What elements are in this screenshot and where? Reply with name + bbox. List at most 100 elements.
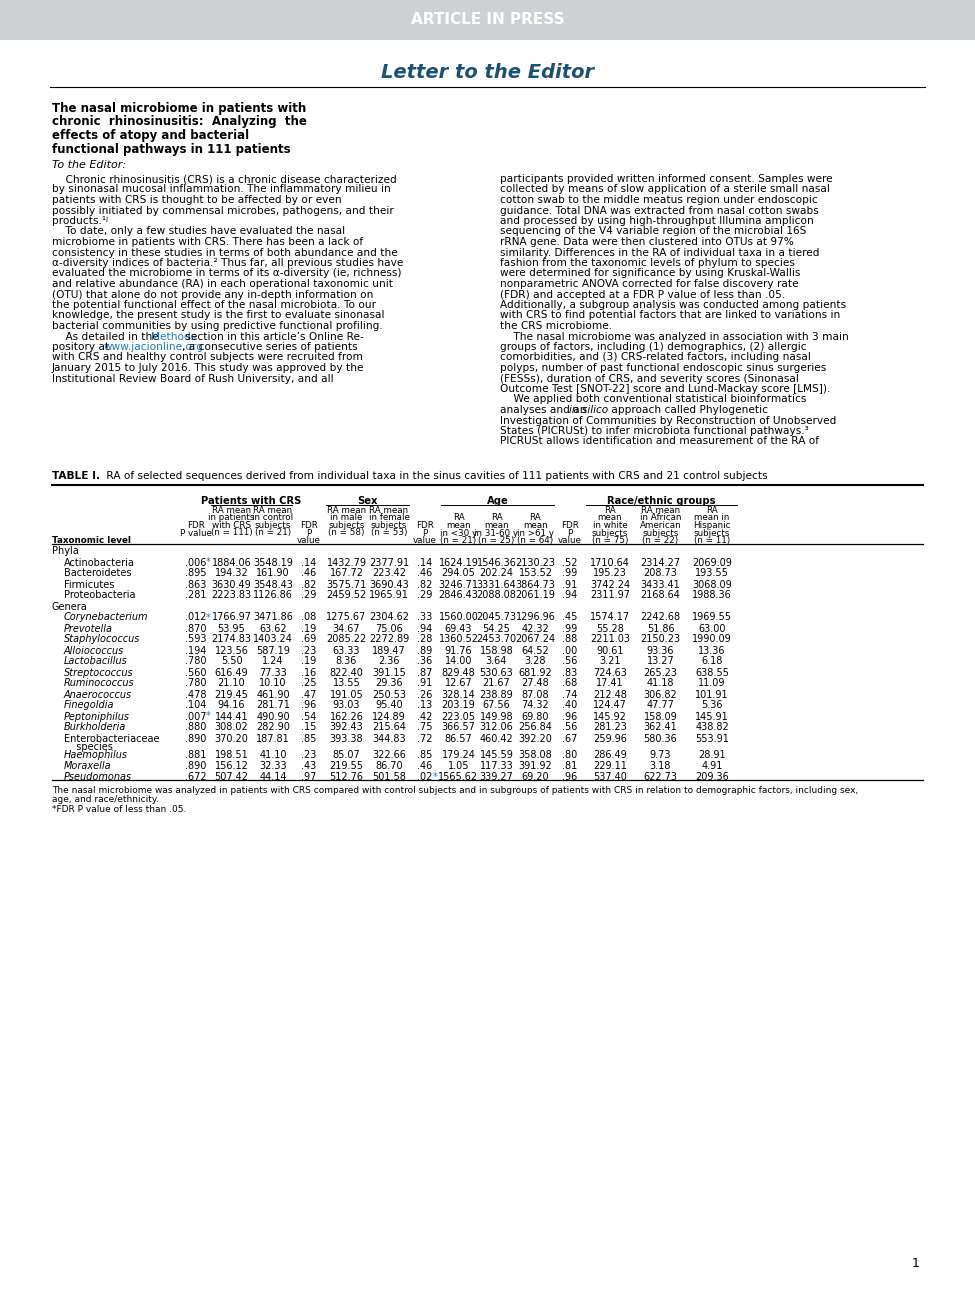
- Text: pository at: pository at: [52, 342, 113, 352]
- Text: approach called Phylogenetic: approach called Phylogenetic: [608, 405, 768, 415]
- Text: Moraxella: Moraxella: [64, 761, 111, 771]
- Text: *: *: [206, 557, 210, 568]
- Text: in African: in African: [640, 513, 682, 522]
- Text: 344.83: 344.83: [372, 733, 406, 744]
- Text: .96: .96: [301, 701, 317, 710]
- Text: .75: .75: [417, 723, 433, 732]
- Text: and relative abundance (RA) in each operational taxonomic unit: and relative abundance (RA) in each oper…: [52, 279, 393, 288]
- Text: 74.32: 74.32: [522, 701, 549, 710]
- Text: FDR: FDR: [300, 521, 318, 530]
- Text: 145.59: 145.59: [480, 750, 514, 760]
- Text: Corynebacterium: Corynebacterium: [64, 612, 148, 622]
- Text: .83: .83: [563, 667, 577, 677]
- Text: 44.14: 44.14: [259, 773, 287, 782]
- Text: 94.16: 94.16: [217, 701, 246, 710]
- Text: Sex: Sex: [357, 496, 377, 506]
- Text: 64.52: 64.52: [522, 646, 549, 655]
- Text: value: value: [297, 536, 321, 545]
- Text: To the Editor:: To the Editor:: [52, 161, 126, 170]
- Text: 3.18: 3.18: [649, 761, 671, 771]
- Text: with CRS and healthy control subjects were recruited from: with CRS and healthy control subjects we…: [52, 352, 363, 363]
- Text: subjects: subjects: [370, 521, 408, 530]
- Text: (n = 21): (n = 21): [441, 536, 477, 545]
- Text: 193.55: 193.55: [695, 569, 729, 578]
- Text: 370.20: 370.20: [214, 733, 249, 744]
- Text: .29: .29: [301, 590, 317, 600]
- Text: 13.55: 13.55: [332, 679, 361, 689]
- Text: .36: .36: [417, 656, 433, 667]
- Text: 2311.97: 2311.97: [590, 590, 630, 600]
- Text: 250.53: 250.53: [372, 689, 406, 699]
- Text: .52: .52: [563, 557, 578, 568]
- Text: 27.48: 27.48: [522, 679, 549, 689]
- Text: 63.62: 63.62: [259, 624, 287, 633]
- Text: 362.41: 362.41: [644, 723, 678, 732]
- Text: P: P: [422, 529, 428, 538]
- Text: 1: 1: [913, 1257, 920, 1270]
- Text: 13.36: 13.36: [698, 646, 725, 655]
- Text: 507.42: 507.42: [214, 773, 249, 782]
- Text: The nasal microbiome was analyzed in patients with CRS compared with control sub: The nasal microbiome was analyzed in pat…: [52, 786, 858, 795]
- Text: 460.42: 460.42: [480, 733, 514, 744]
- Text: P value: P value: [180, 529, 212, 538]
- Text: 393.38: 393.38: [330, 733, 364, 744]
- Text: Bacteroidetes: Bacteroidetes: [64, 569, 132, 578]
- Text: 2846.43: 2846.43: [439, 590, 479, 600]
- Text: 86.70: 86.70: [375, 761, 403, 771]
- Text: .56: .56: [563, 656, 577, 667]
- Text: groups of factors, including (1) demographics, (2) allergic: groups of factors, including (1) demogra…: [500, 342, 806, 352]
- Text: .895: .895: [185, 569, 207, 578]
- Text: .72: .72: [417, 733, 433, 744]
- Text: 144.41: 144.41: [214, 711, 249, 722]
- Text: 537.40: 537.40: [593, 773, 627, 782]
- Text: Race/ethnic groups: Race/ethnic groups: [607, 496, 716, 506]
- Text: The nasal microbiome was analyzed in association with 3 main: The nasal microbiome was analyzed in ass…: [500, 331, 849, 342]
- Text: *: *: [206, 612, 210, 622]
- Text: (n = 64): (n = 64): [518, 536, 554, 545]
- Text: and processed by using high-throughput Illumina amplicon: and processed by using high-throughput I…: [500, 217, 814, 226]
- Text: 212.48: 212.48: [593, 689, 627, 699]
- Text: 1624.19: 1624.19: [439, 557, 479, 568]
- Text: Firmicutes: Firmicutes: [64, 579, 114, 590]
- Text: Peptoniphilus: Peptoniphilus: [64, 711, 130, 722]
- Text: (n = 25): (n = 25): [479, 536, 515, 545]
- Text: 209.36: 209.36: [695, 773, 729, 782]
- Text: .15: .15: [301, 723, 317, 732]
- Text: .007: .007: [185, 711, 207, 722]
- Text: 55.28: 55.28: [596, 624, 624, 633]
- Text: in male: in male: [331, 513, 363, 522]
- Text: nonparametric ANOVA corrected for false discovery rate: nonparametric ANOVA corrected for false …: [500, 279, 799, 288]
- Text: TABLE I.: TABLE I.: [52, 471, 100, 482]
- Text: 51.86: 51.86: [646, 624, 675, 633]
- Text: *: *: [206, 711, 210, 722]
- Text: 2453.70: 2453.70: [477, 634, 517, 645]
- Text: , a consecutive series of patients: , a consecutive series of patients: [181, 342, 357, 352]
- Text: participants provided written informed consent. Samples were: participants provided written informed c…: [500, 174, 833, 184]
- Text: .87: .87: [417, 667, 433, 677]
- Text: .91: .91: [563, 579, 577, 590]
- Text: (n = 75): (n = 75): [592, 536, 628, 545]
- Text: 8.36: 8.36: [335, 656, 357, 667]
- Text: 622.73: 622.73: [644, 773, 678, 782]
- Text: 3.28: 3.28: [525, 656, 546, 667]
- Text: .82: .82: [301, 579, 317, 590]
- Text: 1126.86: 1126.86: [254, 590, 292, 600]
- Text: RA of selected sequences derived from individual taxa in the sinus cavities of 1: RA of selected sequences derived from in…: [103, 471, 767, 482]
- Text: .47: .47: [301, 689, 317, 699]
- Text: .13: .13: [417, 701, 433, 710]
- Text: in 31-60 y: in 31-60 y: [475, 529, 519, 538]
- Text: States (PICRUSt) to infer microbiota functional pathways.³: States (PICRUSt) to infer microbiota fun…: [500, 425, 808, 436]
- Text: 265.23: 265.23: [644, 667, 678, 677]
- Text: subjects: subjects: [643, 529, 679, 538]
- Text: 438.82: 438.82: [695, 723, 729, 732]
- Text: 829.48: 829.48: [442, 667, 476, 677]
- Text: 2377.91: 2377.91: [369, 557, 410, 568]
- Text: 14.00: 14.00: [445, 656, 472, 667]
- Text: 194.32: 194.32: [214, 569, 249, 578]
- Text: bacterial communities by using predictive functional profiling.: bacterial communities by using predictiv…: [52, 321, 383, 331]
- Text: 3331.64: 3331.64: [477, 579, 517, 590]
- Text: .672: .672: [185, 773, 207, 782]
- Text: 10.10: 10.10: [259, 679, 287, 689]
- Text: subjects: subjects: [694, 529, 730, 538]
- Text: .006: .006: [185, 557, 207, 568]
